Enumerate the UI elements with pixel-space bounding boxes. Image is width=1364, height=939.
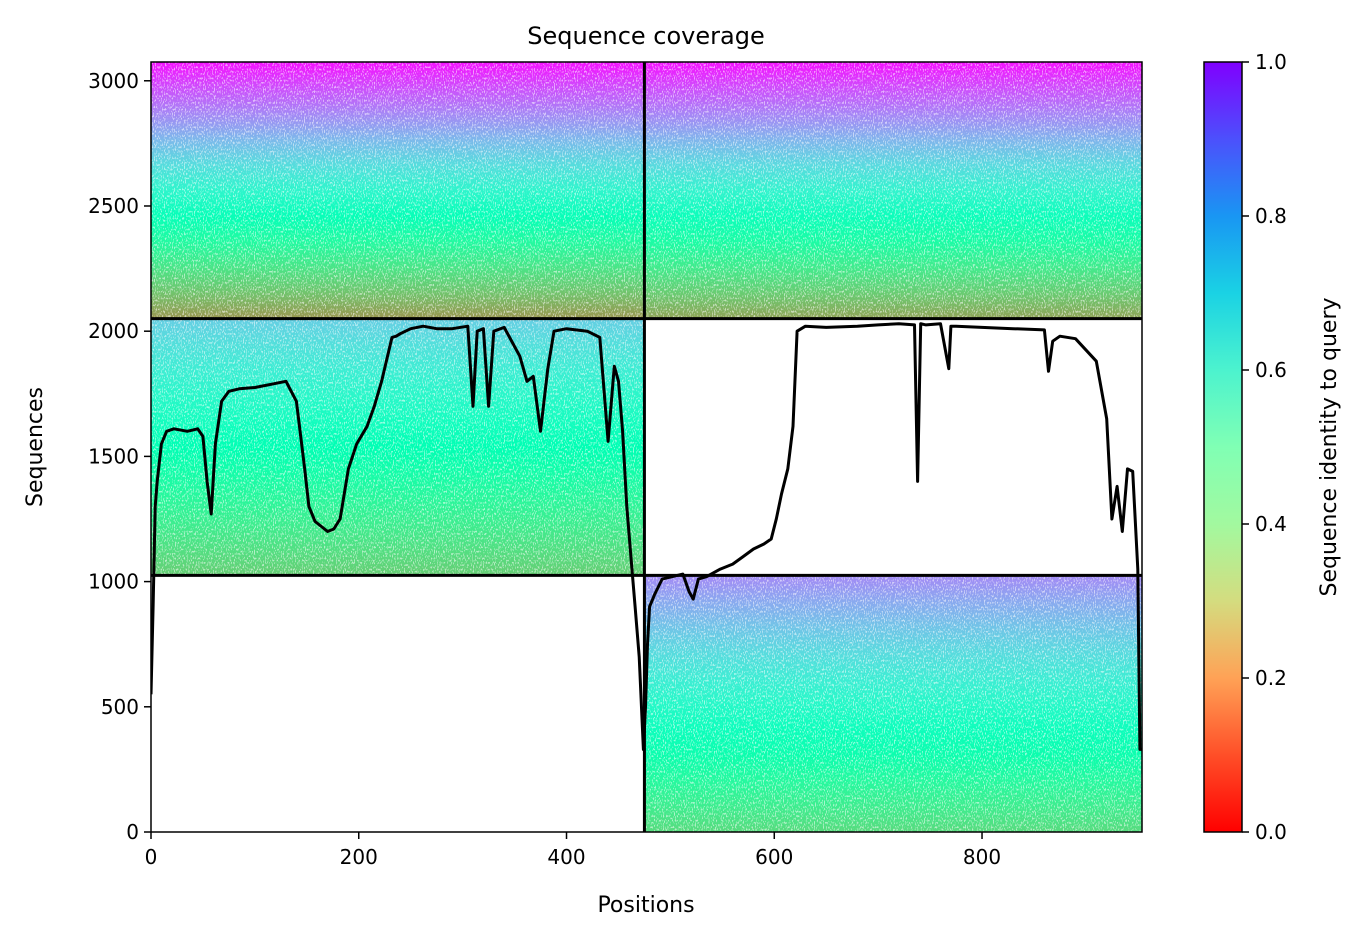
y-tick-label: 2000 xyxy=(88,319,139,343)
coverage-line xyxy=(151,322,1142,751)
x-tick-label: 800 xyxy=(963,845,1001,869)
y-tick-label: 1500 xyxy=(88,444,139,468)
msa-blocks xyxy=(151,62,1142,832)
y-tick-label: 0 xyxy=(126,820,139,844)
colorbar-tick-label: 0.6 xyxy=(1255,358,1287,382)
colorbar-tick-label: 1.0 xyxy=(1255,50,1287,74)
colorbar-tick-label: 0.4 xyxy=(1255,512,1287,536)
colorbar-tick-label: 0.2 xyxy=(1255,666,1287,690)
colorbar-label: Sequence identity to query xyxy=(1317,297,1342,596)
msa-block-gaps xyxy=(151,318,645,576)
colorbar-tick-label: 0.8 xyxy=(1255,204,1287,228)
plot-area xyxy=(151,62,1142,832)
x-axis-label: Positions xyxy=(597,893,694,918)
y-axis: 0 500 1000 1500 2000 2500 3000 xyxy=(88,69,151,844)
plot-frame xyxy=(150,61,1143,833)
y-tick-label: 2500 xyxy=(88,194,139,218)
y-tick-label: 3000 xyxy=(88,69,139,93)
colorbar-tick-label: 0.0 xyxy=(1255,820,1287,844)
x-tick-label: 200 xyxy=(340,845,378,869)
x-axis: 0 200 400 600 800 xyxy=(145,832,1001,869)
msa-block-gaps xyxy=(644,575,1142,832)
y-tick-label: 500 xyxy=(101,695,139,719)
x-tick-label: 400 xyxy=(547,845,585,869)
msa-block-gaps xyxy=(151,62,645,319)
colorbar: 0.0 0.2 0.4 0.6 0.8 1.0 Sequence identity to … xyxy=(1203,50,1342,844)
x-tick-label: 600 xyxy=(755,845,793,869)
colorbar-ticks: 0.0 0.2 0.4 0.6 0.8 1.0 xyxy=(1242,50,1287,844)
x-tick-label: 0 xyxy=(145,845,158,869)
msa-block-gaps xyxy=(644,62,1142,319)
y-axis-label: Sequences xyxy=(23,387,48,507)
y-tick-label: 1000 xyxy=(88,570,139,594)
chart-title: Sequence coverage xyxy=(527,22,764,50)
colorbar-gradient xyxy=(1203,61,1243,833)
